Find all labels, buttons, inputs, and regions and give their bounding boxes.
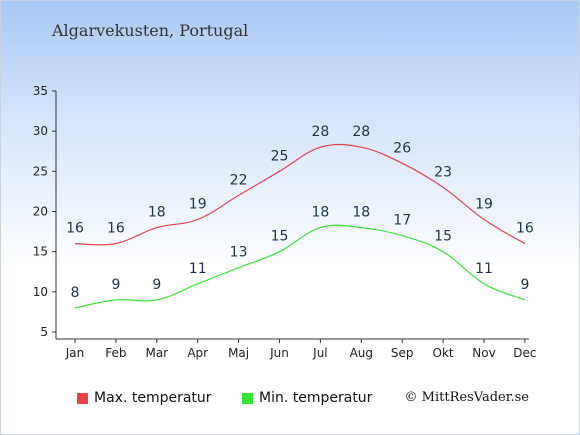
data-label: 17 <box>393 213 411 229</box>
x-tick-label: Maj <box>228 346 249 360</box>
data-label: 19 <box>475 197 493 213</box>
data-label: 26 <box>393 140 411 156</box>
y-tick-label: 15 <box>33 245 48 259</box>
data-label: 23 <box>434 164 452 180</box>
legend-min-label: Min. temperatur <box>259 390 373 406</box>
x-tick-label: Aug <box>350 346 373 360</box>
x-tick-label: Jun <box>269 346 289 360</box>
x-tick-label: Mar <box>145 346 168 360</box>
y-tick-label: 20 <box>33 205 48 219</box>
x-tick-label: Sep <box>391 346 414 360</box>
data-label: 15 <box>271 229 289 245</box>
legend-min-swatch <box>242 392 253 404</box>
data-label: 16 <box>107 221 125 237</box>
chart-title: Algarvekusten, Portugal <box>52 21 249 40</box>
legend-max-swatch <box>77 392 88 404</box>
data-label: 9 <box>111 277 120 293</box>
y-tick-label: 35 <box>33 84 48 98</box>
y-tick-label: 30 <box>33 124 48 138</box>
legend-max: Max. temperatur <box>77 390 212 406</box>
series-line-min <box>74 224 526 309</box>
x-tick-label: Feb <box>105 346 126 360</box>
data-label: 9 <box>520 277 529 293</box>
data-label: 28 <box>311 124 329 140</box>
data-label: 8 <box>71 285 80 301</box>
y-tick-label: 5 <box>40 325 48 339</box>
credit-text: © MittResVader.se <box>404 390 529 405</box>
x-tick-label: Nov <box>472 346 495 360</box>
data-label: 18 <box>148 205 166 221</box>
data-label: 28 <box>352 124 370 140</box>
data-label: 16 <box>66 221 84 237</box>
x-tick-label: Jul <box>312 346 327 360</box>
series-line-max <box>74 143 526 246</box>
legend-max-label: Max. temperatur <box>94 390 212 406</box>
data-label: 13 <box>230 245 248 261</box>
x-tick-label: Apr <box>187 346 208 360</box>
data-label: 9 <box>152 277 161 293</box>
y-tick-label: 10 <box>33 285 48 299</box>
data-label: 11 <box>475 261 493 277</box>
data-label: 18 <box>311 205 329 221</box>
data-label: 15 <box>434 229 452 245</box>
data-label: 11 <box>189 261 207 277</box>
y-tick-label: 25 <box>33 164 48 178</box>
x-tick-label: Okt <box>433 346 454 360</box>
data-label: 18 <box>352 205 370 221</box>
legend-min: Min. temperatur <box>242 390 372 406</box>
x-tick-label: Jan <box>65 346 85 360</box>
data-label: 25 <box>271 148 289 164</box>
data-label: 16 <box>516 221 534 237</box>
data-label: 19 <box>189 197 207 213</box>
x-tick-label: Dec <box>513 346 536 360</box>
data-label: 22 <box>230 172 248 188</box>
